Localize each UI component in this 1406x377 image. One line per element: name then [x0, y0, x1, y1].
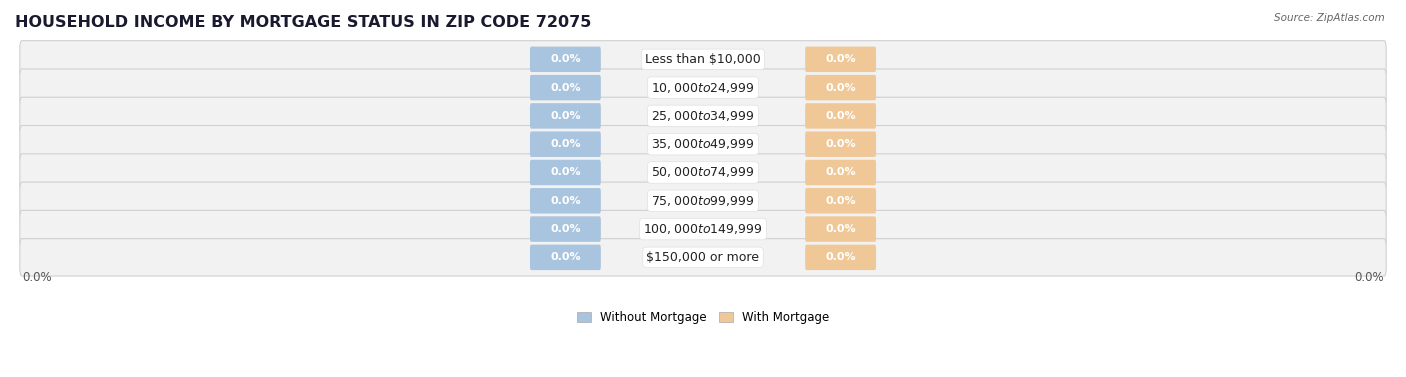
FancyBboxPatch shape [806, 75, 876, 100]
FancyBboxPatch shape [806, 132, 876, 157]
FancyBboxPatch shape [20, 239, 1386, 276]
Text: 0.0%: 0.0% [825, 111, 856, 121]
Text: $25,000 to $34,999: $25,000 to $34,999 [651, 109, 755, 123]
Text: Source: ZipAtlas.com: Source: ZipAtlas.com [1274, 13, 1385, 23]
FancyBboxPatch shape [530, 245, 600, 270]
Text: $50,000 to $74,999: $50,000 to $74,999 [651, 166, 755, 179]
Text: 0.0%: 0.0% [22, 271, 52, 284]
FancyBboxPatch shape [806, 216, 876, 242]
FancyBboxPatch shape [530, 216, 600, 242]
Text: Less than $10,000: Less than $10,000 [645, 53, 761, 66]
Text: 0.0%: 0.0% [550, 167, 581, 178]
Text: 0.0%: 0.0% [550, 83, 581, 93]
FancyBboxPatch shape [20, 97, 1386, 135]
FancyBboxPatch shape [20, 41, 1386, 78]
FancyBboxPatch shape [806, 188, 876, 213]
FancyBboxPatch shape [530, 132, 600, 157]
Legend: Without Mortgage, With Mortgage: Without Mortgage, With Mortgage [572, 307, 834, 329]
FancyBboxPatch shape [20, 126, 1386, 163]
Text: 0.0%: 0.0% [825, 139, 856, 149]
Text: 0.0%: 0.0% [550, 196, 581, 206]
Text: 0.0%: 0.0% [550, 252, 581, 262]
Text: HOUSEHOLD INCOME BY MORTGAGE STATUS IN ZIP CODE 72075: HOUSEHOLD INCOME BY MORTGAGE STATUS IN Z… [15, 15, 592, 30]
Text: 0.0%: 0.0% [825, 224, 856, 234]
Text: 0.0%: 0.0% [550, 54, 581, 64]
FancyBboxPatch shape [530, 103, 600, 129]
FancyBboxPatch shape [806, 160, 876, 185]
FancyBboxPatch shape [530, 160, 600, 185]
FancyBboxPatch shape [20, 154, 1386, 191]
FancyBboxPatch shape [20, 182, 1386, 219]
Text: $10,000 to $24,999: $10,000 to $24,999 [651, 81, 755, 95]
FancyBboxPatch shape [20, 69, 1386, 106]
FancyBboxPatch shape [20, 210, 1386, 248]
Text: 0.0%: 0.0% [825, 252, 856, 262]
Text: 0.0%: 0.0% [825, 54, 856, 64]
FancyBboxPatch shape [530, 75, 600, 100]
Text: 0.0%: 0.0% [825, 196, 856, 206]
FancyBboxPatch shape [530, 188, 600, 213]
FancyBboxPatch shape [806, 245, 876, 270]
Text: $150,000 or more: $150,000 or more [647, 251, 759, 264]
Text: 0.0%: 0.0% [1354, 271, 1384, 284]
Text: $100,000 to $149,999: $100,000 to $149,999 [644, 222, 762, 236]
Text: $75,000 to $99,999: $75,000 to $99,999 [651, 194, 755, 208]
FancyBboxPatch shape [806, 47, 876, 72]
Text: 0.0%: 0.0% [550, 111, 581, 121]
Text: $35,000 to $49,999: $35,000 to $49,999 [651, 137, 755, 151]
FancyBboxPatch shape [806, 103, 876, 129]
FancyBboxPatch shape [530, 47, 600, 72]
Text: 0.0%: 0.0% [825, 83, 856, 93]
Text: 0.0%: 0.0% [825, 167, 856, 178]
Text: 0.0%: 0.0% [550, 224, 581, 234]
Text: 0.0%: 0.0% [550, 139, 581, 149]
